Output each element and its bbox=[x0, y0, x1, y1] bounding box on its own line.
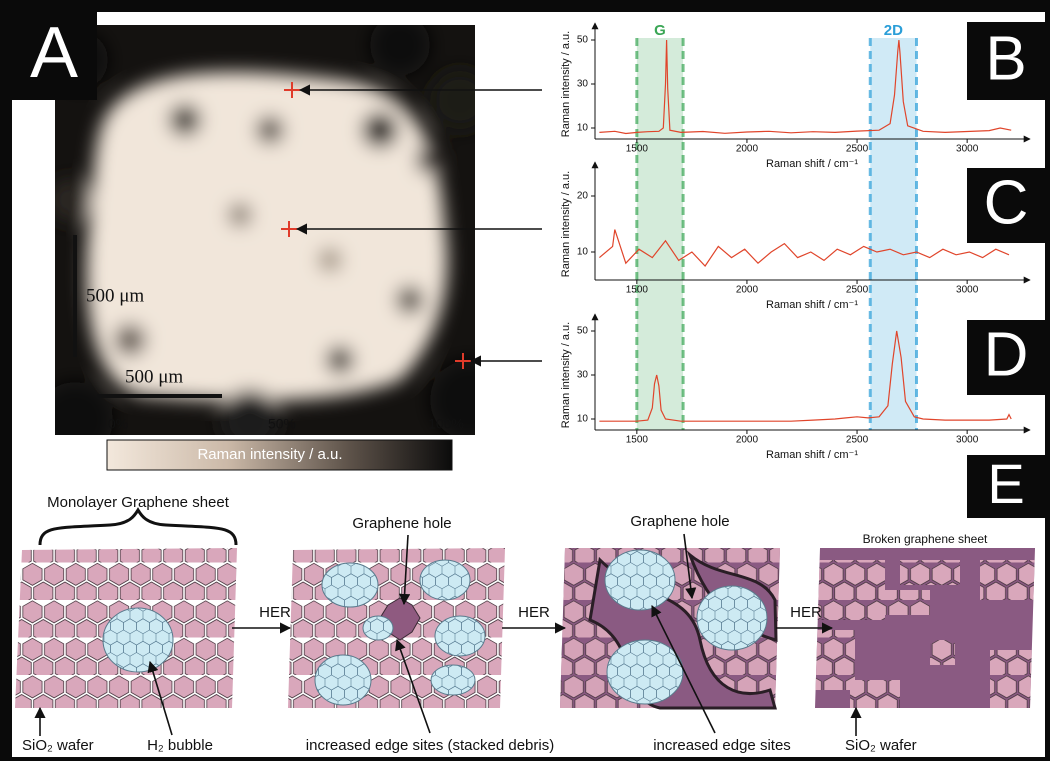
schematic-label: Graphene hole bbox=[630, 513, 729, 530]
x-axis-label: Raman shift / cm⁻¹ bbox=[766, 158, 858, 170]
y-tick-label: 50 bbox=[577, 35, 589, 46]
x-tick-label: 2500 bbox=[846, 285, 869, 296]
x-tick-label: 2000 bbox=[736, 435, 759, 446]
y-tick-label: 10 bbox=[577, 414, 589, 425]
panel-label: A bbox=[30, 13, 78, 93]
y-tick-label: 50 bbox=[577, 326, 589, 337]
colorbar-tick-label: 0% bbox=[108, 416, 128, 432]
schematic-label: Broken graphene sheet bbox=[863, 532, 988, 546]
raman-map bbox=[55, 25, 475, 435]
y-axis-label: Raman intensity / a.u. bbox=[560, 171, 572, 277]
scale-label: 500 μm bbox=[125, 366, 183, 387]
y-tick-label: 30 bbox=[577, 79, 589, 90]
x-tick-label: 2500 bbox=[846, 144, 869, 155]
schematic-label: SiO₂ wafer bbox=[845, 737, 917, 754]
panel-label: D bbox=[984, 320, 1029, 389]
spectrum bbox=[599, 39, 1012, 135]
x-tick-label: 2000 bbox=[736, 144, 759, 155]
spectrum bbox=[599, 330, 1012, 422]
colorbar-tick-label: 50% bbox=[268, 416, 296, 432]
panel-box bbox=[967, 22, 1045, 100]
spectrum bbox=[599, 229, 1010, 267]
x-tick-label: 1500 bbox=[626, 144, 649, 155]
schematic-label: increased edge sites (stacked debris) bbox=[306, 737, 554, 754]
schematic-label: H₂ bubble bbox=[147, 737, 213, 754]
panel-box bbox=[967, 455, 1045, 518]
panel-box bbox=[12, 12, 97, 100]
y-tick-label: 20 bbox=[577, 191, 589, 202]
schematic-label: HER bbox=[518, 604, 550, 621]
y-tick-label: 10 bbox=[577, 247, 589, 258]
colorbar-label: Raman intensity / a.u. bbox=[197, 446, 342, 463]
band bbox=[870, 38, 917, 430]
panel-box bbox=[967, 168, 1045, 243]
schematic-label: Graphene hole bbox=[352, 515, 451, 532]
x-tick-label: 3000 bbox=[956, 144, 979, 155]
x-tick-label: 1500 bbox=[626, 435, 649, 446]
markers bbox=[281, 82, 471, 369]
x-tick-label: 3000 bbox=[956, 435, 979, 446]
y-axis-label: Raman intensity / a.u. bbox=[560, 31, 572, 137]
x-axis-label: Raman shift / cm⁻¹ bbox=[766, 299, 858, 311]
y-axis-label: Raman intensity / a.u. bbox=[560, 322, 572, 428]
band-label: G bbox=[654, 22, 666, 39]
schematic-label: SiO₂ wafer bbox=[22, 737, 94, 754]
schematic bbox=[15, 507, 1035, 736]
map-arrows bbox=[295, 84, 542, 367]
panel-label: C bbox=[984, 168, 1029, 237]
band-label: 2D bbox=[884, 22, 903, 39]
panel-label: E bbox=[987, 452, 1024, 515]
schematic-label: Monolayer Graphene sheet bbox=[47, 494, 230, 511]
schematic-label: HER bbox=[259, 604, 291, 621]
x-tick-label: 1500 bbox=[626, 285, 649, 296]
colorbar-tick-label: 100% bbox=[428, 416, 464, 432]
y-tick-label: 10 bbox=[577, 123, 589, 134]
x-axis-label: Raman shift / cm⁻¹ bbox=[766, 449, 858, 461]
panel-box bbox=[967, 320, 1045, 395]
x-tick-label: 2000 bbox=[736, 285, 759, 296]
y-tick-label: 30 bbox=[577, 370, 589, 381]
colorbar bbox=[106, 439, 453, 471]
band bbox=[636, 38, 684, 430]
panel-label: B bbox=[985, 24, 1026, 93]
x-tick-label: 3000 bbox=[956, 285, 979, 296]
x-tick-label: 2500 bbox=[846, 435, 869, 446]
schematic-label: increased edge sites bbox=[653, 737, 791, 754]
schematic-label: HER bbox=[790, 604, 822, 621]
scale-label: 500 μm bbox=[86, 285, 144, 306]
